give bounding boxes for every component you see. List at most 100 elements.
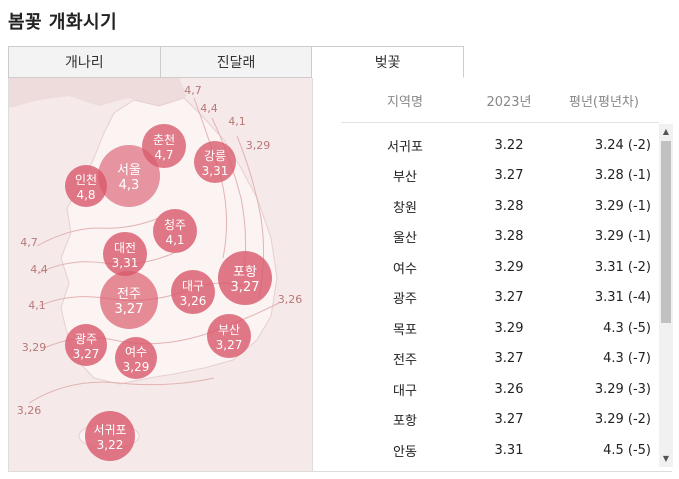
city-circle [65,165,107,207]
cell-region: 목포 [393,322,417,338]
city-bloom-date: 3,31 [202,164,229,178]
table-row: 부산 3.27 3.28 (-1) [341,161,659,192]
table-row: 서귀포 3.22 3.24 (-2) [341,130,659,161]
cell-region: 대구 [393,383,417,399]
city-name: 강릉 [204,149,226,163]
header-year: 2023년 [486,94,532,110]
isoline-label: 4,7 [20,236,38,249]
city-circle [115,337,157,379]
triangle-down-icon[interactable]: ▼ [662,454,670,463]
city-marker[interactable]: 대전3,31 [103,232,147,276]
page-title: 봄꽃 개화시기 [8,12,118,33]
city-marker[interactable]: 포항3,27 [218,251,272,305]
scrollbar-thumb[interactable] [661,141,671,323]
city-circle [103,232,147,276]
city-circle [98,145,160,207]
city-marker[interactable]: 부산3,27 [207,314,251,358]
city-marker[interactable]: 강릉3,31 [194,141,236,183]
table-row: 전주 3.27 4.3 (-7) [341,344,659,375]
cell-average: 3.28 (-1) [594,168,651,184]
city-name: 인천 [75,172,97,187]
city-bloom-date: 4,7 [154,148,173,162]
city-bloom-date: 4,3 [119,178,140,193]
city-name: 대전 [114,241,136,255]
city-name: 청주 [164,218,186,232]
city-marker[interactable]: 인천4,8 [65,165,107,207]
city-bloom-date: 3,27 [231,280,260,295]
isoline-label: 4,1 [28,299,46,312]
city-circle [100,271,158,329]
isoline [36,217,160,247]
tab-azalea[interactable]: 진달래 [160,46,313,78]
city-name: 서귀포 [93,423,126,437]
isoline-label: 4,4 [200,102,218,115]
isoline-label: 4,7 [184,84,202,97]
table-scrollbar[interactable]: ▲ ▼ [659,124,673,467]
header-region: 지역명 [387,94,423,110]
isoline-label: 3,29 [246,139,271,152]
tab-forsythia[interactable]: 개나리 [8,46,161,78]
table-row: 안동 3.31 4.5 (-5) [341,435,659,466]
table-row: 광주 3.27 3.31 (-4) [341,283,659,314]
city-bloom-date: 4,8 [76,188,95,202]
city-name: 여수 [125,345,147,359]
cell-year: 3.22 [494,137,524,153]
city-name: 대구 [182,279,204,293]
city-marker[interactable]: 여수3,29 [115,337,157,379]
isoline [28,377,215,404]
city-bloom-date: 3,26 [180,294,207,308]
isoline-label: 3,26 [17,404,42,417]
city-name: 광주 [75,332,97,346]
cell-year: 3.28 [494,229,524,245]
city-bloom-date: 3,29 [123,360,150,374]
city-bloom-date: 3,31 [112,256,139,270]
content-panel: 춘천 4,7 강릉 3,31 서울 4,3 인천 4,8 청주 4,1 대전 3,31 포항 3,27 대구… [8,78,673,472]
cell-year: 3.26 [494,381,524,397]
city-circle [65,324,107,366]
city-circle [153,209,197,253]
isoline-label: 4,1 [228,115,246,128]
city-circle [171,270,215,314]
table-row: 대구 3.26 3.29 (-3) [341,374,659,405]
table-row: 창원 3.28 3.29 (-1) [341,191,659,222]
cell-average: 3.29 (-3) [594,381,651,397]
city-marker[interactable]: 서울4,3 [98,145,160,207]
cell-region: 서귀포 [387,139,423,155]
isoline-label: 3,26 [278,293,303,306]
cell-year: 3.28 [494,198,524,214]
table-row: 여수 3.29 3.31 (-2) [341,252,659,283]
city-bloom-date: 3,27 [73,347,100,361]
city-marker[interactable]: 전주3,27 [100,271,158,329]
city-marker[interactable]: 청주4,1 [153,209,197,253]
city-bloom-date: 3,27 [115,302,144,317]
north-landmass [9,78,187,108]
cell-average: 3.29 (-1) [594,229,651,245]
table-header: 지역명 2023년 평년(평년차) [341,78,659,123]
city-bloom-date: 4,1 [165,233,184,247]
city-marker[interactable]: 대구3,26 [171,270,215,314]
cell-region: 전주 [393,353,417,369]
table-body: 서귀포 3.22 3.24 (-2) 부산 3.27 3.28 (-1) 창원 3.28 3.2… [341,130,659,466]
city-marker[interactable]: 광주3,27 [65,324,107,366]
cell-year: 3.27 [494,168,524,184]
isoline-label: 3,29 [22,341,47,354]
flower-tabs: 개나리 진달래 벚꽃 [8,46,465,78]
city-name: 전주 [117,287,141,302]
cell-region: 부산 [393,170,417,186]
cell-year: 3.29 [494,320,524,336]
cell-region: 울산 [393,231,417,247]
table-row: 목포 3.29 4.3 (-5) [341,313,659,344]
cell-average: 4.5 (-5) [603,442,651,458]
table-row: 울산 3.28 3.29 (-1) [341,222,659,253]
korea-map-svg: 춘천4,7 강릉3,31서울4,3인천4,8청주4,1대전3,31포항3,27대구… [9,78,303,461]
cell-region: 광주 [393,292,417,308]
isoline [38,252,175,274]
city-circle [85,411,135,461]
tab-cherry-blossom[interactable]: 벚꽃 [312,46,465,78]
cell-year: 3.27 [494,412,524,428]
cell-region: 여수 [393,261,417,277]
table-row: 포항 3.27 3.29 (-2) [341,405,659,436]
triangle-up-icon[interactable]: ▲ [662,127,670,136]
cell-average: 3.31 (-2) [594,259,651,275]
